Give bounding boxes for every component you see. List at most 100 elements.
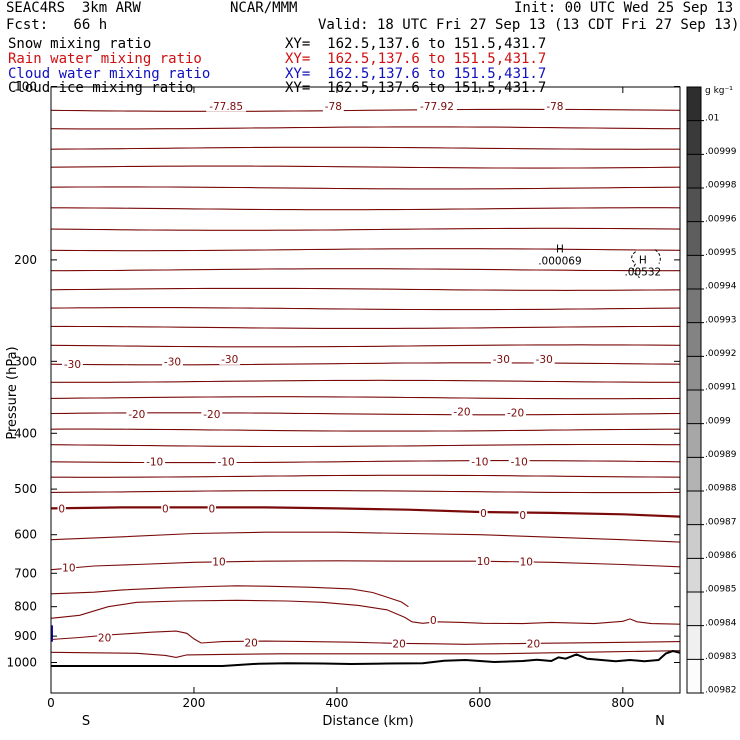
colorbar-swatch [687, 592, 701, 626]
contour-label: -77.85 [209, 101, 243, 113]
y-axis-label: Pressure (hPa) [5, 346, 20, 439]
isotherm-contours [50, 108, 681, 658]
contour-label-bg [544, 99, 566, 112]
contour-label: -10 [471, 457, 488, 469]
contour-label: 0 [519, 510, 526, 522]
y-tick-label: 800 [14, 600, 37, 614]
x-tick-label: 800 [611, 696, 634, 710]
colorbar-label: .00986 [705, 551, 737, 561]
colorbar-label: .01 [705, 113, 719, 123]
colorbar-swatch [687, 356, 701, 391]
isotherm-line [51, 207, 681, 211]
contour-label-bg [97, 631, 112, 644]
colorbar-swatch [687, 221, 701, 256]
contour-label-bg [490, 352, 512, 365]
contour-label-bg [61, 561, 77, 574]
terrain-line [51, 650, 681, 667]
contour-label: -78 [546, 101, 563, 113]
colorbar-swatch [687, 255, 701, 290]
contour-label-bg [211, 555, 227, 568]
colorbar-label: .00984 [705, 618, 737, 628]
isotherm-line [50, 396, 681, 400]
south-label: S [82, 714, 90, 729]
ice-contour [654, 249, 661, 264]
isotherm-line [50, 248, 681, 252]
isotherm-line [50, 287, 681, 291]
contour-label: -20 [128, 409, 145, 421]
y-tick-label: 200 [14, 253, 37, 267]
contour-label: 0 [208, 503, 215, 515]
contour-label-bg [206, 99, 247, 112]
contour-labels: -77.85 -78 -77.92 -78 -30 -30 -30 -30 -30 -20 -20 -… [57, 99, 566, 651]
colorbar-label: .00987 [705, 517, 737, 527]
contour-label: -20 [507, 407, 524, 419]
field-ice-name: Cloud ice mixing ratio [8, 80, 194, 96]
isotherm-line [50, 443, 680, 448]
x-tick-label: 600 [468, 696, 491, 710]
plot-border [50, 86, 681, 694]
contour-label: -30 [221, 354, 238, 366]
colorbar-swatch [687, 423, 701, 458]
colorbar-label: .00991 [705, 383, 737, 393]
x-tick-label: 0 [47, 696, 55, 710]
header-right2: Valid: 18 UTC Fri 27 Sep 13 (13 CDT Fri … [318, 17, 740, 33]
isotherm-line [51, 379, 680, 383]
contour-label-bg [201, 407, 223, 420]
ice-contour [631, 251, 640, 279]
colorbar-swatch [687, 457, 701, 492]
contour-label: 0 [480, 508, 487, 520]
colorbar-label: .00998 [705, 181, 737, 191]
contour-label-bg [243, 636, 259, 649]
y-tick-label: 500 [14, 482, 37, 496]
contour-label: -30 [164, 356, 181, 368]
contour-label: -30 [493, 354, 510, 366]
contour-label-bg [476, 554, 491, 567]
contour-label: 20 [98, 633, 111, 645]
contour-label-bg [161, 502, 170, 515]
contour-label: -10 [218, 457, 235, 469]
colorbar-swatch [687, 659, 701, 694]
isotherm-line [50, 146, 680, 150]
isotherm-line [50, 650, 681, 658]
colorbar-swatch [687, 524, 701, 559]
contour-label: -78 [325, 101, 342, 113]
isotherm-line [50, 307, 681, 311]
y-tick-label: 100 [14, 80, 37, 94]
contour-label-bg [479, 506, 488, 519]
isotherm-line [50, 108, 681, 112]
colorbar-unit: g kg⁻¹ [705, 86, 733, 96]
contour-label: -30 [536, 354, 553, 366]
isotherm-line [50, 490, 681, 494]
isotherm-line [50, 560, 681, 571]
colorbar-label: .00985 [705, 585, 737, 595]
contour-label: 20 [527, 639, 540, 651]
field-cloudwater-name: Cloud water mixing ratio [8, 66, 211, 82]
contour-label: -10 [146, 457, 163, 469]
contour-label: 10 [520, 557, 533, 569]
header-left2: Fcst: 66 h [6, 17, 108, 33]
extrema-labels: H.000069 H.00532 [538, 243, 661, 278]
header-center1: NCAR/MMM [230, 0, 298, 16]
contour-label-bg [505, 406, 527, 419]
field-cloudwater-xy: XY= 162.5,137.6 to 151.5,431.7 [285, 66, 547, 82]
field-rain-xy: XY= 162.5,137.6 to 151.5,431.7 [285, 51, 547, 67]
contour-label-bg [144, 455, 166, 468]
isotherm-line [50, 428, 680, 432]
isotherm-line [50, 630, 681, 645]
contour-label-bg [215, 455, 237, 468]
colorbar-label: .00999 [705, 147, 737, 157]
contour-label: 0 [58, 503, 65, 515]
colorbar-swatch [687, 558, 701, 593]
plot-frame [50, 86, 681, 694]
colorbar-swatch [687, 491, 701, 525]
contour-label: -20 [203, 409, 220, 421]
contour-label: 10 [212, 557, 225, 569]
y-tick-label: 300 [14, 354, 37, 368]
colorbar-swatch [687, 188, 701, 222]
contour-label-bg [207, 502, 216, 515]
contour-label: 20 [392, 639, 405, 651]
header-right1: Init: 00 UTC Wed 25 Sep 13 [514, 0, 734, 16]
colorbar: .01 .00999 .00998 .00996 .00995 .00994 .00993.… [686, 86, 737, 696]
isotherm-line [51, 268, 680, 272]
